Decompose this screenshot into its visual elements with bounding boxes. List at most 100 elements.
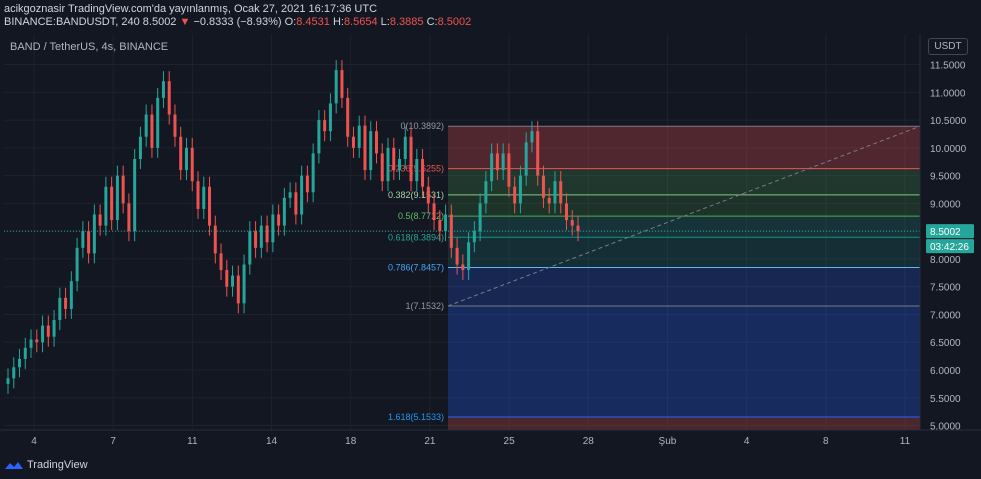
close-value: 8.5002 (437, 16, 472, 28)
candle-body (23, 347, 27, 359)
price-tick-label: 11.5000 (930, 61, 966, 72)
candle-body (12, 367, 16, 379)
candle-body (144, 114, 148, 137)
last-price: 8.5002 (142, 16, 177, 28)
candle-body (524, 142, 528, 176)
candle-body (225, 270, 229, 287)
candle-body (161, 81, 165, 98)
candle-body (265, 225, 269, 243)
candle-body (351, 136, 355, 148)
candle-body (231, 275, 235, 287)
candle-body (455, 247, 459, 265)
time-tick-label: 4 (744, 436, 750, 447)
candle-body (576, 225, 580, 232)
candle-body (196, 181, 200, 209)
last-price-badge[interactable] (926, 224, 974, 239)
footer[interactable]: TradingView (4, 458, 88, 472)
candle-body (58, 297, 62, 321)
candle-body (6, 378, 10, 384)
candle-body (340, 70, 344, 98)
candle-body (75, 247, 79, 282)
candle-body (98, 214, 102, 226)
time-tick-label: 21 (424, 436, 436, 447)
high-label: H: (332, 16, 344, 28)
price-tick-label: 5.5000 (930, 394, 961, 405)
candle-body (202, 186, 206, 209)
footer-brand: TradingView (27, 459, 88, 471)
candle-body (92, 214, 96, 254)
fib-zone (448, 237, 920, 268)
candle-body (392, 147, 396, 171)
candle-body (208, 186, 212, 226)
last-price-badge-text: 8.5002 (930, 227, 961, 238)
candle-body (259, 225, 263, 248)
candle-body (277, 214, 281, 226)
candle-body (254, 231, 258, 248)
chart-pane[interactable]: 0(10.3892)0.236(9.6255)0.382(9.1531)0.5(… (0, 34, 981, 458)
candle-body (213, 225, 217, 254)
candle-body (403, 136, 407, 159)
countdown-badge-text: 03:42:26 (930, 242, 969, 253)
candle-body (305, 175, 309, 193)
fib-zone (448, 194, 920, 217)
candle-body (35, 339, 39, 343)
time-tick-label: 28 (583, 436, 595, 447)
fib-level-label: 0.786(7.8457) (388, 263, 444, 273)
chart-title: BAND / TetherUS, 4s, BINANCE (10, 41, 169, 53)
candle-body (81, 231, 85, 248)
candle-body (311, 153, 315, 193)
close-label: C: (426, 16, 438, 28)
tradingview-logo-icon (5, 461, 23, 469)
candle-body (374, 131, 378, 154)
fib-level-label: 0.382(9.1531) (388, 190, 444, 200)
candle-body (173, 114, 177, 137)
candle-body (346, 97, 350, 137)
candle-body (467, 242, 471, 271)
fib-level-label: 0.5(8.7712) (398, 211, 444, 221)
fib-zone (448, 216, 920, 238)
candle-body (541, 175, 545, 198)
low-value: 8.3885 (389, 16, 424, 28)
time-axis[interactable]: 4 7 11 14 18 21 25 28 Şub 4 8 11 (0, 429, 981, 447)
time-tick-label: Şub (659, 436, 677, 447)
candle-body (513, 186, 517, 204)
price-tick-label: 11.0000 (930, 88, 966, 99)
candle-body (438, 220, 442, 232)
fibonacci-retracement[interactable]: 0(10.3892)0.236(9.6255)0.382(9.1531)0.5(… (388, 121, 921, 430)
fib-zone (448, 126, 920, 169)
candle-body (432, 203, 436, 221)
candle-body (484, 181, 488, 204)
candle-body (398, 158, 402, 171)
publish-info: acikgoznasir TradingView.com'da yayınlan… (4, 3, 378, 15)
price-change: −0.8333 (−8.93%) (193, 16, 282, 28)
candle-body (127, 203, 131, 232)
candle-body (271, 214, 275, 243)
candle-body (29, 339, 33, 348)
low-label: L: (380, 16, 390, 28)
price-tick-label: 6.0000 (930, 366, 961, 377)
fib-level-label: 0.618(8.3894) (388, 232, 444, 242)
candles (4, 60, 920, 394)
candle-body (409, 136, 413, 182)
fib-level-label: 1.618(5.1533) (388, 412, 444, 422)
currency-button[interactable]: USDT (928, 38, 968, 55)
high-value: 8.5654 (343, 16, 378, 28)
candle-body (386, 147, 390, 182)
price-tick-label: 7.0000 (930, 310, 961, 321)
fib-zone (448, 305, 920, 418)
candle-body (380, 153, 384, 182)
open-value: 8.4531 (296, 16, 330, 28)
price-tick-label: 10.0000 (930, 144, 967, 155)
time-tick-label: 8 (823, 436, 829, 447)
price-axis[interactable]: 11.5000 11.0000 10.5000 10.0000 9.5000 9.0000… (919, 34, 974, 433)
price-chart[interactable]: 0(10.3892)0.236(9.6255)0.382(9.1531)0.5(… (0, 34, 981, 458)
candle-body (559, 181, 563, 204)
candle-body (104, 186, 108, 226)
candle-body (530, 131, 534, 143)
fib-trend-line[interactable] (447, 125, 921, 307)
candle-body (444, 214, 448, 232)
price-tick-label: 9.0000 (930, 199, 961, 210)
candle-body (248, 231, 252, 265)
candle-body (495, 153, 499, 171)
candle-body (328, 103, 332, 132)
